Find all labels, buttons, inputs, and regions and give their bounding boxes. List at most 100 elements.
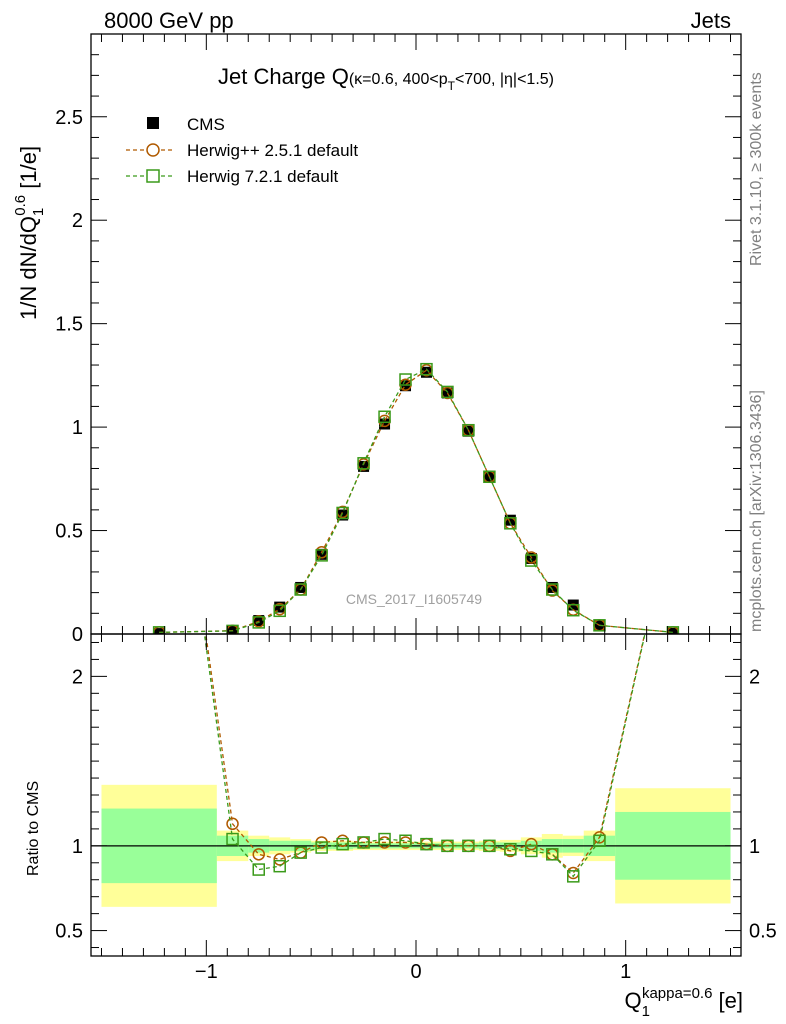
ratio-herwig25-point [154,298,165,309]
legend-herwig25-label: Herwig++ 2.5.1 default [187,141,358,160]
legend-entry-herwig25: Herwig++ 2.5.1 default [126,141,358,160]
ratio-herwig72-point [483,839,496,853]
main-herwig72-point [504,517,517,530]
ratio-herwig72-point [336,837,349,851]
ratio-y-tick-label-right: 2 [749,666,760,688]
x-tick-label: −1 [195,961,218,983]
main-herwig72-point [336,506,349,520]
ratio-herwig72-point [252,863,265,876]
ratio-herwig25-point [525,837,538,851]
main-herwig72-point [593,619,606,632]
ratio-herwig72-point [525,844,538,858]
main-cms-point [504,514,516,526]
ratio-herwig72-point [441,839,454,853]
main-ylabel-post: [1/e] [16,146,41,195]
legend-herwig72-label: Herwig 7.2.1 default [187,167,338,186]
header-jets-label: Jets [691,8,731,33]
ratio-herwig72-point [667,501,678,512]
ratio-herwig72-point [154,298,165,309]
rivet-version-label: Rivet 3.1.10, ≥ 300k events [748,72,765,266]
main-herwig72-line [159,368,673,633]
main-y-tick-label: 1 [72,417,83,439]
ratio-herwig72-point [315,841,328,854]
ratio-plot-area [91,298,741,907]
ratio-y-tick-label-right: 0.5 [749,921,777,943]
legend-entry-herwig72: Herwig 7.2.1 default [126,167,338,186]
main-y-tick-label: 2.5 [55,107,83,129]
xlabel-pre: Q [624,988,641,1013]
main-herwig72-point [462,423,475,437]
main-herwig72-point [441,385,454,399]
chart-title-sub-end: <700, |η|<1.5) [455,71,554,88]
main-y-tick-label: 1.5 [55,314,83,336]
ratio-herwig72-point [378,832,391,846]
legend-entry-cms: CMS [147,115,225,134]
main-herwig72-point [273,604,286,618]
legend: CMS Herwig++ 2.5.1 default Herwig 7.2.1 … [126,115,358,186]
main-cms-point [153,628,165,634]
mcplots-label: mcplots.cern.ch [arXiv:1306.3436] [748,390,765,632]
main-cms-point [441,387,453,399]
main-herwig72-point [378,410,391,424]
ratio-herwig72-point [546,848,559,861]
legend-herwig25-marker [146,143,160,157]
main-plot-area [152,362,680,634]
xlabel-sup: kappa=0.6 [642,985,712,1002]
ratio-herwig72-point [567,870,580,883]
main-cms-point [295,581,307,593]
x-tick-label: 1 [620,961,631,983]
chart-title: Jet Charge Q(κ=0.6, 400<pT<700, |η|<1.5) [218,64,554,93]
ratio-herwig25-point [252,848,265,861]
legend-cms-label: CMS [187,115,225,134]
ratio-herwig72-point [399,834,412,848]
analysis-watermark: CMS_2017_I1605749 [346,591,482,607]
main-cms-point [337,509,349,521]
ratio-herwig72-point [504,842,517,856]
ratio-y-tick-label-left: 1 [72,836,83,858]
main-herwig72-point [294,583,307,596]
main-cms-point [227,625,239,634]
ratio-y-axis-label: Ratio to CMS [25,781,42,876]
main-cms-point [546,581,558,593]
legend-herwig72-marker [146,169,160,183]
main-y-tick-label: 2 [72,210,83,232]
ratio-herwig72-point [226,832,239,846]
main-herwig72-point [567,603,580,617]
main-cms-point [667,627,679,634]
main-cms-point [274,601,286,613]
ratio-herwig25-point [667,501,678,512]
ratio-herwig72-line [203,634,646,878]
x-tick-label: 0 [410,961,421,983]
main-y-tick-label: 0.5 [55,521,83,543]
ratio-herwig72-point [462,839,475,853]
chart-title-main: Jet Charge Q [218,64,349,89]
ratio-herwig25-point [226,817,239,831]
main-herwig72-point [252,616,265,629]
main-herwig72-point [483,470,496,484]
ratio-herwig72-point [294,846,307,859]
ratio-herwig72-point [420,837,433,851]
ratio-y-tick-label-left: 2 [72,666,83,688]
ratio-herwig72-point [593,834,606,848]
ratio-herwig25-line [205,634,646,874]
main-y-tick-label: 0 [72,624,83,646]
main-herwig72-point [357,457,370,470]
axis-ticks [91,34,741,956]
main-cms-point [316,548,328,560]
main-ylabel-pre: 1/N dN/dQ [16,216,41,320]
ratio-herwig72-point [273,859,286,873]
main-ylabel-sub: 1 [30,208,47,216]
main-herwig25-line [159,369,673,633]
main-cms-point [358,460,370,472]
main-herwig72-point [420,362,433,376]
ratio-panel [90,298,742,957]
ratio-y-tick-label-left: 0.5 [55,921,83,943]
main-cms-point [379,418,391,430]
main-herwig72-point [315,549,328,562]
main-y-axis-label: 1/N dN/dQ10.6 [1/e] [12,146,47,320]
main-ylabel-sup: 0.6 [12,195,29,216]
main-herwig72-point [399,373,412,386]
xlabel-post: [e] [712,988,743,1013]
xlabel-sub: 1 [642,1003,650,1020]
